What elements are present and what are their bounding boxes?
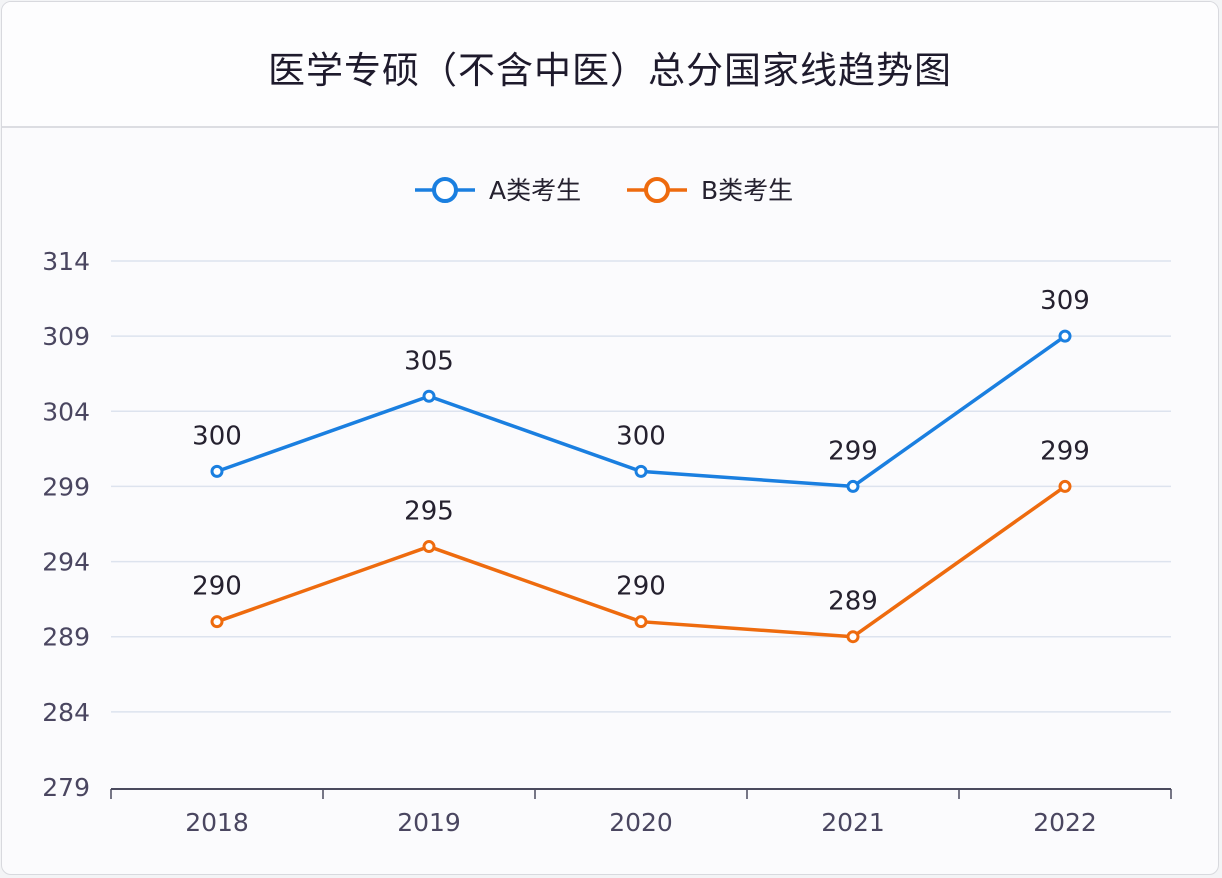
y-tick-label: 284 <box>42 698 90 727</box>
data-point <box>634 464 648 478</box>
legend-marker-icon <box>644 177 670 203</box>
x-tick-label: 2021 <box>821 808 885 837</box>
data-label: 299 <box>1040 436 1090 466</box>
data-label: 300 <box>616 421 666 451</box>
legend-item-b: B类考生 <box>627 176 793 205</box>
y-tick-label: 294 <box>42 548 90 577</box>
y-axis: 314 309 304 299 294 289 284 279 <box>42 247 90 802</box>
legend-label: B类考生 <box>701 176 793 205</box>
legend-item-a: A类考生 <box>415 176 581 205</box>
data-label: 289 <box>828 587 878 617</box>
gridlines <box>111 260 1171 713</box>
data-point <box>1058 479 1072 493</box>
data-point <box>422 540 436 554</box>
series-a: 300 305 300 299 309 <box>192 286 1090 493</box>
series-b: 290 295 290 289 299 <box>192 436 1090 644</box>
legend-label: A类考生 <box>489 176 581 205</box>
data-point <box>422 389 436 403</box>
y-tick-label: 309 <box>42 322 90 351</box>
data-label: 290 <box>616 572 666 602</box>
data-point <box>210 615 224 629</box>
title-bar: 医学专硕（不含中医）总分国家线趋势图 <box>2 2 1218 128</box>
data-label: 309 <box>1040 286 1090 316</box>
data-point <box>210 464 224 478</box>
data-label: 295 <box>404 497 454 527</box>
legend-marker-icon <box>432 177 458 203</box>
x-tick-label: 2019 <box>397 808 461 837</box>
data-point <box>634 615 648 629</box>
y-tick-label: 289 <box>42 623 90 652</box>
data-label: 305 <box>404 346 454 376</box>
data-label: 299 <box>828 436 878 466</box>
data-point <box>846 479 860 493</box>
y-tick-label: 299 <box>42 472 90 501</box>
data-point <box>1058 329 1072 343</box>
x-tick-label: 2018 <box>185 808 249 837</box>
chart-title: 医学专硕（不含中医）总分国家线趋势图 <box>268 49 952 92</box>
y-tick-label: 279 <box>42 773 90 802</box>
y-tick-label: 304 <box>42 397 90 426</box>
series-group: 300 305 300 299 309 290 295 290 289 299 <box>192 286 1090 644</box>
x-tick-label: 2020 <box>609 808 673 837</box>
y-tick-label: 314 <box>42 247 90 276</box>
x-axis: 2018 2019 2020 2021 2022 <box>110 788 1172 837</box>
data-label: 300 <box>192 421 242 451</box>
x-tick-label: 2022 <box>1033 808 1097 837</box>
data-point <box>846 630 860 644</box>
data-label: 290 <box>192 572 242 602</box>
legend: A类考生 B类考生 <box>415 176 793 205</box>
